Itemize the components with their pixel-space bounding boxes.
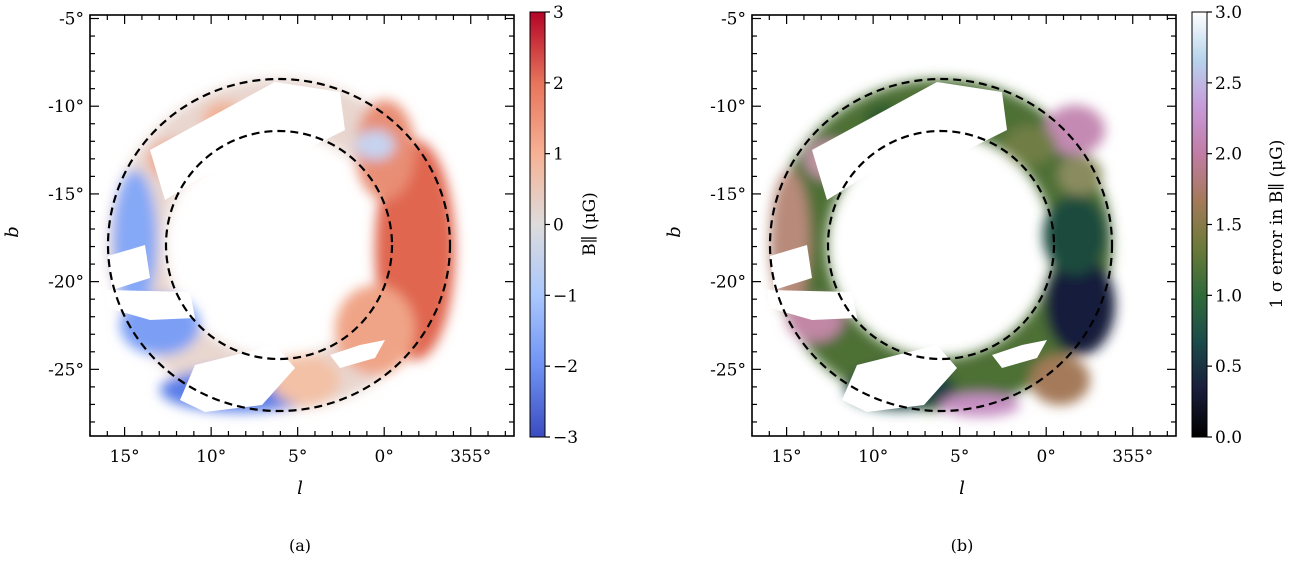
inner-dashed-circle-b: [826, 129, 1056, 361]
panel-a: 15° 10° 5° 0° 355° -5° -10° -15° -20° -25° l b 3 2…: [2, 3, 600, 555]
y-tick-label: -10°: [710, 97, 746, 117]
colorbar-tick-label: −3: [553, 428, 578, 448]
x-tick-label: 0°: [375, 447, 394, 467]
gaps-a: [105, 82, 385, 412]
colorbar-tick-label: 2.5: [1215, 74, 1242, 94]
y-tick-label: -10°: [48, 97, 84, 117]
colorbar-tick-label: 2: [553, 74, 564, 94]
colorbar-tick-label: 1: [553, 145, 564, 165]
x-tick-label: 355°: [450, 447, 491, 467]
east-rim-core: [1045, 255, 1115, 355]
axes-frame-a: [89, 14, 515, 437]
x-tick-label: 15°: [772, 447, 802, 467]
colorbar-a: [529, 11, 546, 438]
colorbar-tick-label: 1.0: [1215, 286, 1242, 306]
colorbar-tick-label: 3: [553, 3, 564, 23]
axes-frame-b: [751, 14, 1177, 437]
colorbar-tick-label: −2: [553, 357, 578, 377]
map-a: [105, 77, 455, 413]
panel-b: 15° 10° 5° 0° 355° -5° -10° -15° -20° -25° l b 3.…: [664, 3, 1287, 555]
y-tick-label: -20°: [710, 273, 746, 293]
east-rim-top-2: [1058, 155, 1102, 195]
caption-b: (b): [951, 536, 974, 555]
y-tick-label: -20°: [48, 273, 84, 293]
colorbar-label-a: B∥ (μG): [580, 192, 600, 256]
colorbar-ticks-b: 3.0 2.5 2.0 1.5 1.0 0.5 0.0: [1207, 3, 1242, 448]
colorbar-tick-label: 0: [553, 216, 564, 236]
y-tick-label: -25°: [48, 360, 84, 380]
outer-dashed-circle-b: [768, 77, 1114, 413]
x-tick-label: 15°: [110, 447, 140, 467]
colorbar-ticks-a: 3 2 1 0 −1 −2 −3: [545, 3, 578, 448]
ticks-a: 15° 10° 5° 0° 355° -5° -10° -15° -20° -25°: [48, 10, 514, 467]
y-axis-label-a: b: [2, 226, 23, 238]
colorbar-tick-label: 3.0: [1215, 3, 1242, 23]
n-blob-2: [355, 130, 395, 160]
colorbar-b: [1191, 11, 1208, 438]
x-tick-label: 10°: [858, 447, 888, 467]
east-rim-mid: [1043, 195, 1107, 275]
x-tick-label: 0°: [1037, 447, 1056, 467]
east-rim-bottom: [1030, 355, 1090, 405]
y-tick-label: -5°: [721, 10, 746, 30]
x-axis-label-b: l: [959, 478, 965, 499]
map-b: [767, 77, 1115, 417]
outer-dashed-circle-a: [106, 77, 452, 413]
inner-dashed-circle-a: [164, 129, 394, 361]
colorbar-label-b: 1 σ error in B∥ (μG): [1267, 140, 1287, 309]
y-tick-label: -15°: [710, 185, 746, 205]
ne-blob-b: [1004, 125, 1056, 165]
east-rim-top: [1045, 105, 1105, 155]
west-rim-blob: [113, 170, 157, 310]
x-axis-label-a: l: [297, 478, 303, 499]
x-tick-label: 5°: [950, 447, 969, 467]
x-tick-label: 355°: [1112, 447, 1153, 467]
x-tick-label: 5°: [288, 447, 307, 467]
ticks-b: 15° 10° 5° 0° 355° -5° -10° -15° -20° -25°: [710, 10, 1176, 467]
caption-a: (a): [289, 536, 311, 555]
colorbar-tick-label: 2.0: [1215, 145, 1242, 165]
y-tick-label: -5°: [59, 10, 84, 30]
y-tick-label: -25°: [710, 360, 746, 380]
gaps-b: [767, 82, 1047, 412]
colorbar-tick-label: 0.0: [1215, 428, 1242, 448]
x-tick-label: 10°: [196, 447, 226, 467]
y-axis-label-b: b: [664, 226, 685, 238]
colorbar-tick-label: 1.5: [1215, 216, 1242, 236]
colorbar-tick-label: −1: [553, 286, 578, 306]
colorbar-tick-label: 0.5: [1215, 357, 1242, 377]
south-rim-edge: [940, 393, 1020, 417]
y-tick-label: -15°: [48, 185, 84, 205]
